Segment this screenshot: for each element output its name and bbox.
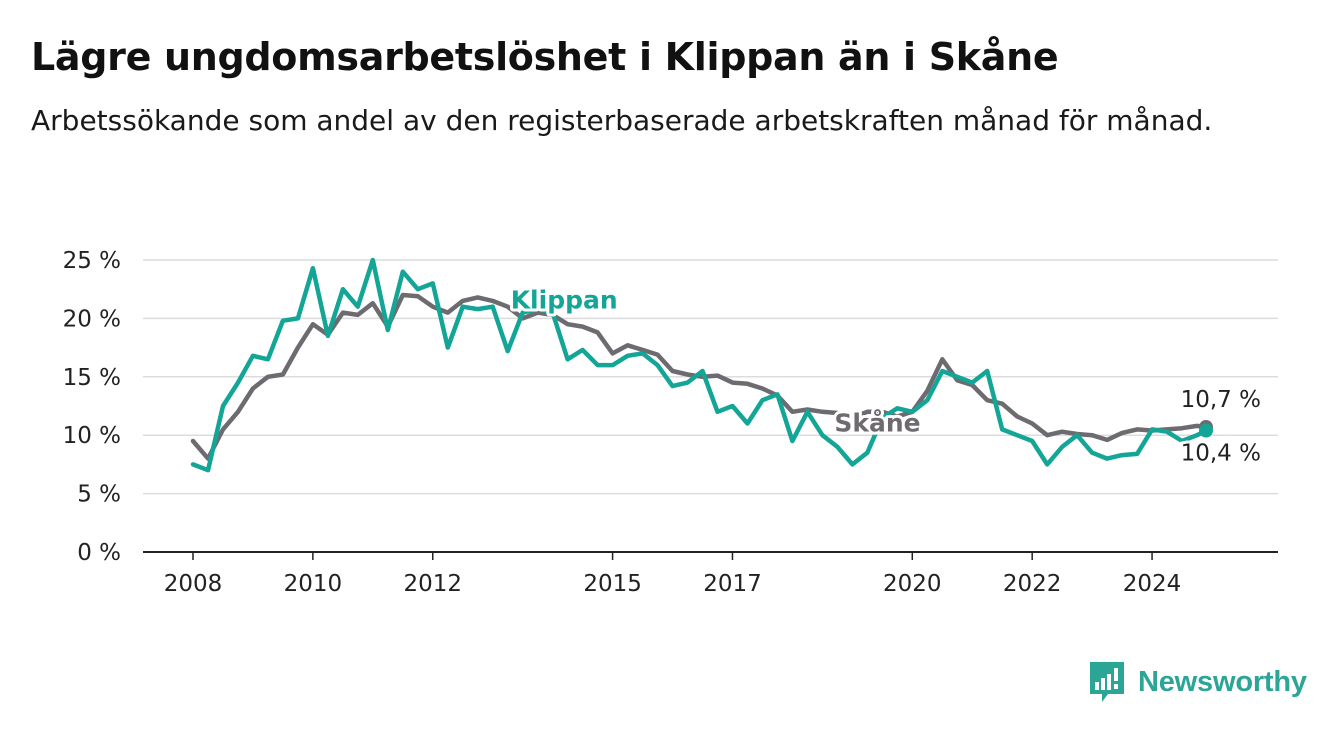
y-tick-label: 15 % [63, 365, 121, 391]
x-tick-label: 2012 [403, 571, 462, 597]
x-tick-label: 2024 [1123, 571, 1182, 597]
x-tick-label: 2017 [703, 571, 762, 597]
end-value-label: 10,7 % [1181, 387, 1261, 413]
y-tick-label: 25 % [63, 248, 121, 274]
series-label: Klippan [511, 286, 618, 315]
newsworthy-logo[interactable]: Newsworthy [1088, 660, 1307, 704]
chart-logo-icon [1090, 662, 1124, 702]
chart-subtitle: Arbetssökande som andel av den registerb… [31, 104, 1213, 137]
series-endpoint-klippan [1199, 423, 1214, 438]
y-tick-label: 10 % [63, 423, 121, 449]
series-label: Skåne [834, 408, 920, 437]
x-axis: 2008 2010 2012 2015 2017 2020 2022 2024 [143, 551, 1278, 597]
end-value-label: 10,4 % [1181, 441, 1261, 467]
chart-title: Lägre ungdomsarbetslöshet i Klippan än i… [31, 35, 1059, 79]
x-tick-label: 2020 [883, 571, 942, 597]
y-axis-tick-labels: 0 % 5 % 10 % 15 % 20 % 25 % [63, 248, 121, 566]
x-tick-label: 2010 [284, 571, 343, 597]
series-labels: Klippan Skåne 10,7 % 10,4 % [508, 283, 1264, 470]
y-tick-label: 0 % [77, 540, 121, 566]
series-lines [190, 257, 1214, 473]
brand-name: Newsworthy [1138, 665, 1307, 698]
x-tick-label: 2022 [1003, 571, 1062, 597]
series-line-klippan [190, 257, 1209, 473]
x-tick-label: 2015 [583, 571, 642, 597]
y-tick-label: 20 % [63, 306, 121, 332]
y-tick-label: 5 % [77, 482, 121, 508]
x-tick-label: 2008 [164, 571, 223, 597]
